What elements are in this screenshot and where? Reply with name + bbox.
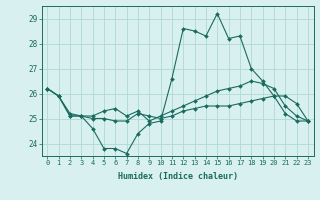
X-axis label: Humidex (Indice chaleur): Humidex (Indice chaleur) (118, 172, 237, 181)
